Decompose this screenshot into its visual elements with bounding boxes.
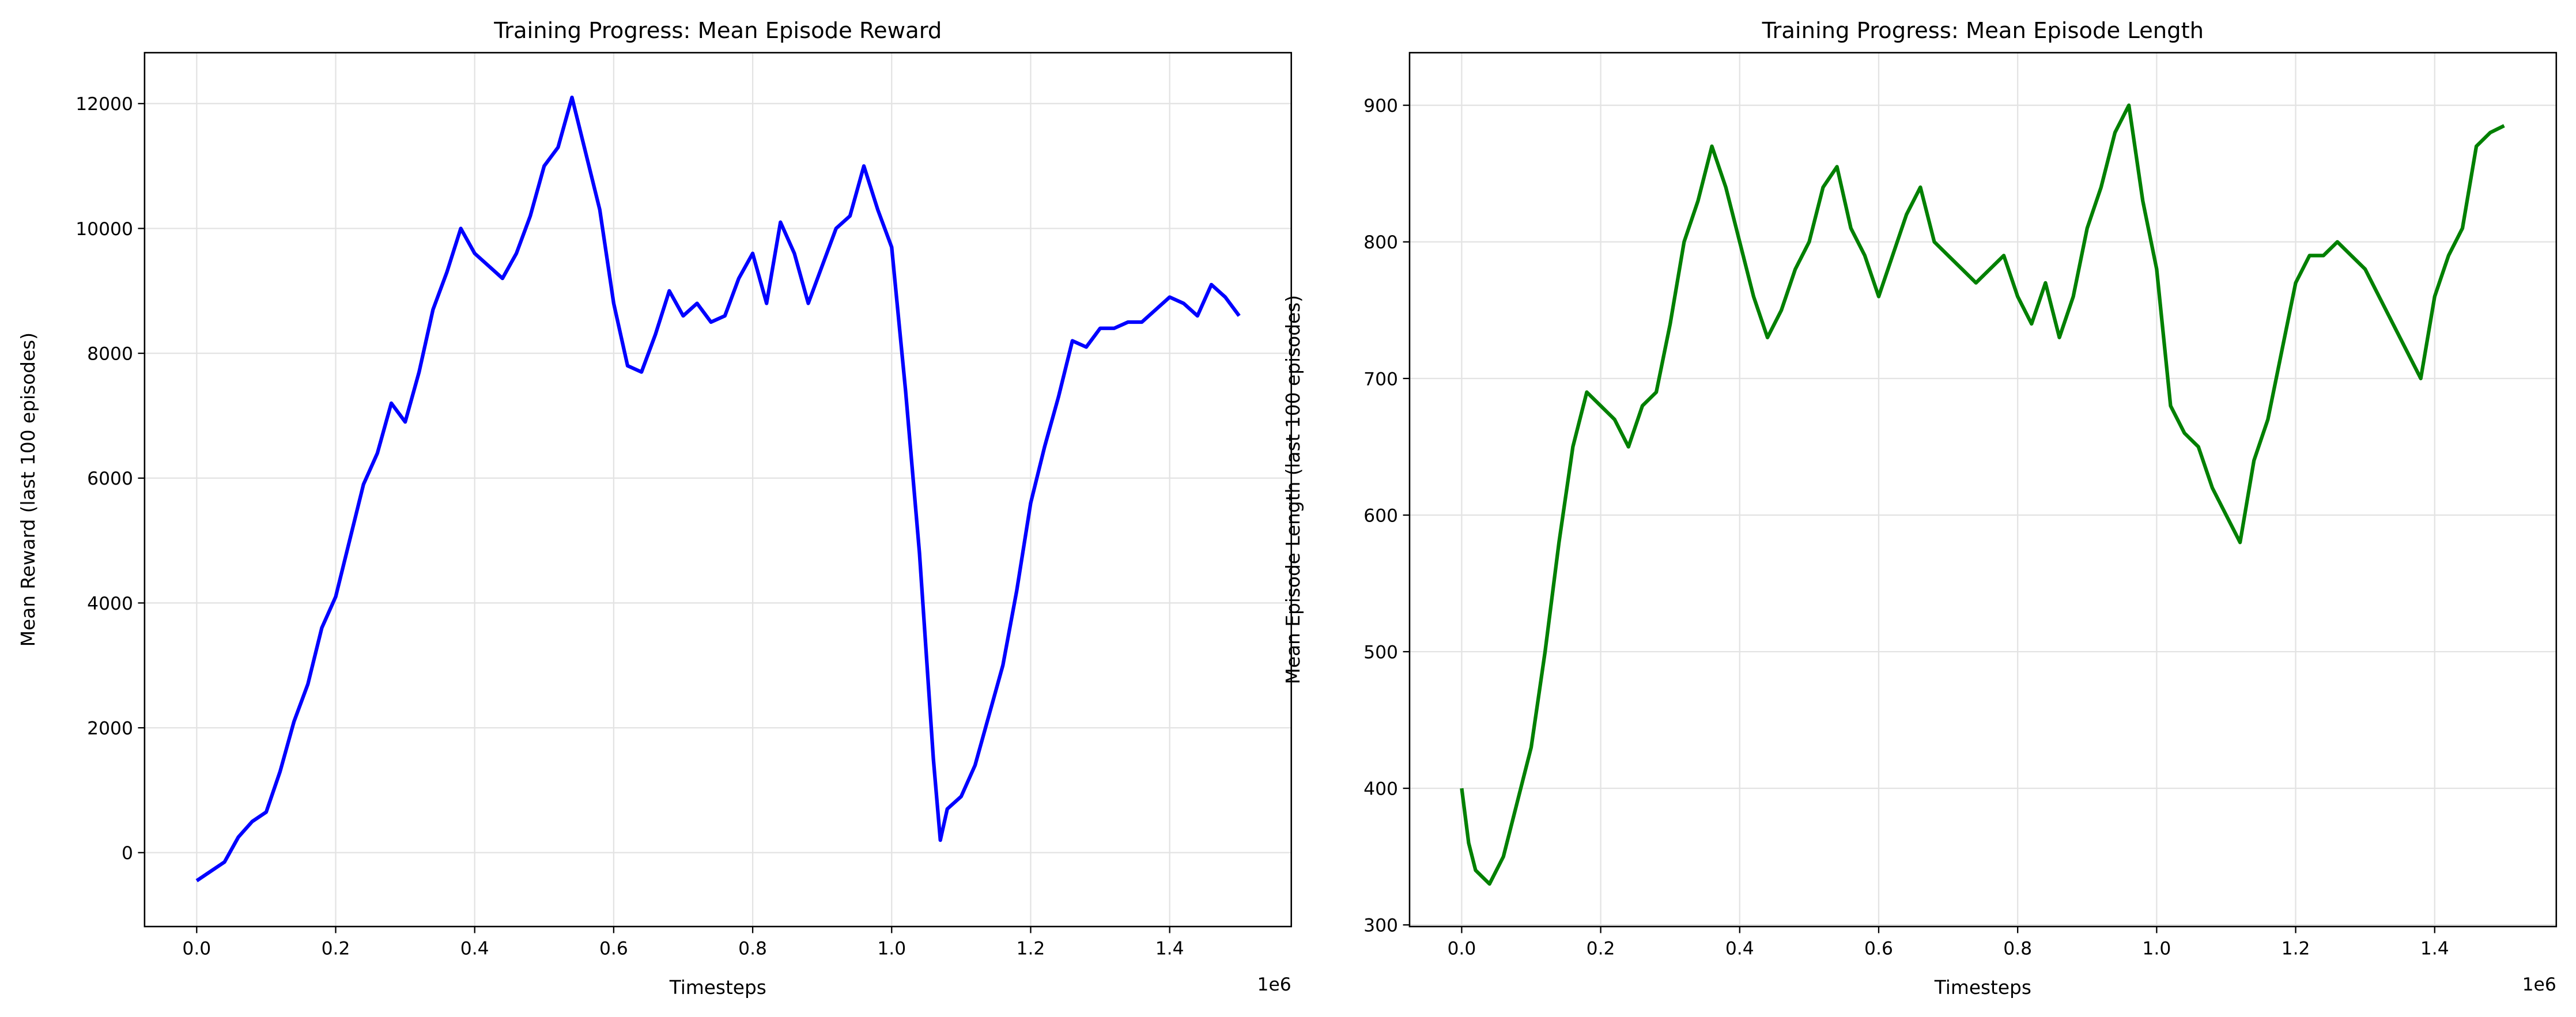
axes-frame: [143, 52, 1292, 928]
data-line: [195, 95, 1241, 883]
x-axis-label: Timesteps: [1934, 977, 2031, 999]
y-tick-label: 700: [1363, 369, 1398, 390]
y-tick-label: 800: [1363, 232, 1398, 253]
x-tick-label: 1.4: [1155, 938, 1184, 959]
x-tick-label: 1.0: [877, 938, 906, 959]
y-tick-label: 2000: [87, 719, 133, 739]
x-tick-label: 0.4: [460, 938, 489, 959]
x-axis-label: Timesteps: [669, 977, 766, 999]
x-tick-label: 0.0: [1447, 938, 1476, 959]
x-tick-label: 1.2: [1017, 938, 1045, 959]
x-tick-label: 0.8: [738, 938, 767, 959]
x-tick-label: 1.4: [2420, 938, 2449, 959]
x-tick-label: 1.2: [2282, 938, 2310, 959]
y-tick-label: 600: [1363, 505, 1398, 526]
x-offset-label: 1e6: [1257, 974, 1291, 995]
axes-frame: [1408, 52, 2558, 928]
x-tick-label: 0.0: [182, 938, 211, 959]
x-tick-label: 0.2: [1587, 938, 1615, 959]
y-tick-label: 12000: [75, 94, 133, 115]
x-tick-label: 0.4: [1725, 938, 1754, 959]
data-line: [1460, 103, 2505, 886]
x-tick-label: 0.2: [322, 938, 350, 959]
x-tick-label: 1.0: [2142, 938, 2171, 959]
y-tick-label: 300: [1363, 916, 1398, 936]
y-tick-label: 8000: [87, 344, 133, 365]
chart-title: Training Progress: Mean Episode Reward: [493, 18, 942, 44]
x-offset-label: 1e6: [2522, 974, 2556, 995]
y-tick-label: 900: [1363, 96, 1398, 116]
y-axis-label: Mean Reward (last 100 episodes): [17, 332, 39, 647]
y-tick-label: 500: [1363, 642, 1398, 663]
y-tick-label: 0: [122, 843, 133, 864]
y-axis-label: Mean Episode Length (last 100 episodes): [1282, 295, 1304, 684]
y-tick-label: 6000: [87, 468, 133, 489]
x-tick-label: 0.6: [599, 938, 628, 959]
y-tick-label: 4000: [87, 593, 133, 614]
x-tick-label: 0.6: [1864, 938, 1893, 959]
y-tick-label: 400: [1363, 778, 1398, 799]
y-tick-label: 10000: [75, 219, 133, 240]
chart-title: Training Progress: Mean Episode Length: [1762, 18, 2204, 44]
x-tick-label: 0.8: [2003, 938, 2032, 959]
